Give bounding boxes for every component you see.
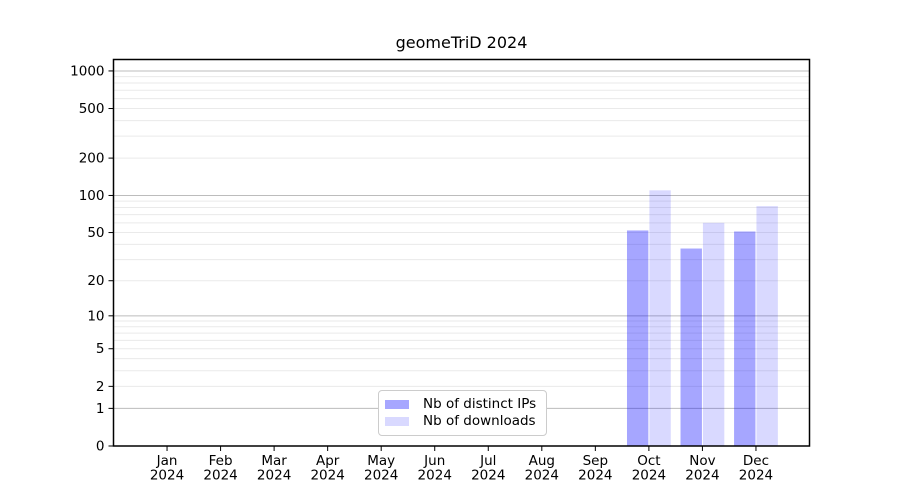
x-tick-label-year: 2024 <box>471 468 505 484</box>
legend-item-downloads: Nb of downloads <box>385 413 538 430</box>
x-tick-label-month: Oct <box>637 453 660 469</box>
legend-item-distinct-ips: Nb of distinct IPs <box>385 396 538 413</box>
x-tick-label-month: Jun <box>423 453 445 469</box>
x-tick-label-year: 2024 <box>257 468 291 484</box>
x-tick-label-year: 2024 <box>525 468 559 484</box>
bar-dec-downloads <box>756 206 778 446</box>
x-tick-label-year: 2024 <box>739 468 773 484</box>
y-tick-label: 10 <box>87 308 104 324</box>
y-tick-label: 200 <box>79 151 105 167</box>
legend: Nb of distinct IPs Nb of downloads <box>378 390 547 436</box>
y-tick-label: 500 <box>79 101 105 117</box>
x-tick-label-year: 2024 <box>364 468 398 484</box>
x-tick-label-year: 2024 <box>578 468 612 484</box>
x-tick-label-year: 2024 <box>418 468 452 484</box>
x-tick-label-month: May <box>367 453 395 469</box>
bar-nov-distinct-ips <box>680 248 702 446</box>
x-tick-label-month: Nov <box>689 453 715 469</box>
x-tick-label-month: Mar <box>261 453 287 469</box>
x-tick-label-year: 2024 <box>310 468 344 484</box>
y-tick-label: 1000 <box>70 63 104 79</box>
y-tick-label: 50 <box>87 225 104 241</box>
x-tick-label-month: Jan <box>156 453 178 469</box>
x-tick-label-month: Jul <box>479 453 496 469</box>
chart-title: geomeTriD 2024 <box>395 33 528 52</box>
y-tick-label: 1 <box>96 401 105 417</box>
x-tick-label-month: Feb <box>209 453 233 469</box>
x-tick-label-month: Sep <box>583 453 608 469</box>
y-tick-label: 0 <box>96 439 105 455</box>
y-tick-label: 2 <box>96 379 105 395</box>
y-tick-label: 100 <box>79 188 105 204</box>
legend-label-downloads: Nb of downloads <box>423 413 536 429</box>
x-tick-label-year: 2024 <box>632 468 666 484</box>
x-tick-label-year: 2024 <box>203 468 237 484</box>
bar-oct-distinct-ips <box>626 230 649 446</box>
y-tick-label: 20 <box>87 273 104 289</box>
x-tick-label-month: Dec <box>743 453 769 469</box>
legend-swatch-downloads <box>385 416 409 427</box>
bar-oct-downloads <box>649 190 671 446</box>
plot-border <box>112 58 811 447</box>
bar-dec-distinct-ips <box>734 231 756 446</box>
x-tick-label-year: 2024 <box>685 468 719 484</box>
x-tick-label-year: 2024 <box>150 468 184 484</box>
x-tick-label-month: Apr <box>316 453 340 469</box>
legend-label-distinct-ips: Nb of distinct IPs <box>423 396 537 412</box>
legend-swatch-distinct-ips <box>385 399 409 410</box>
bar-nov-downloads <box>702 222 725 446</box>
y-tick-label: 5 <box>96 341 105 357</box>
x-tick-label-month: Aug <box>529 453 555 469</box>
